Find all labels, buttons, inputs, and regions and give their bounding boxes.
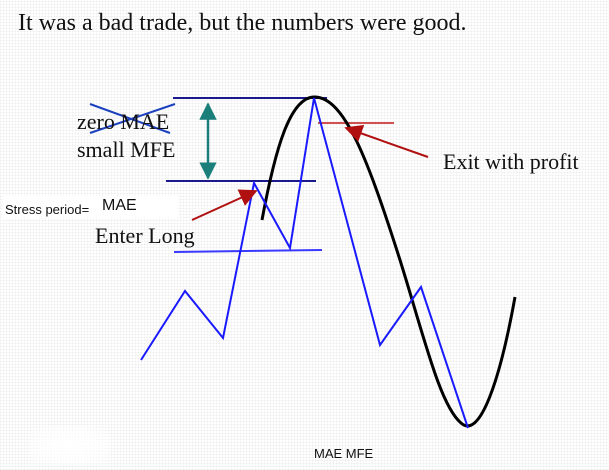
mae-low-level-line: [173, 249, 323, 253]
entry-pointer-arrow: [191, 189, 258, 221]
strike-line-b: [89, 103, 176, 134]
stress-period-label: Stress period=: [5, 202, 90, 217]
exit-with-profit-label: Exit with profit: [443, 149, 579, 174]
stress-period-value: MAE: [102, 197, 137, 214]
sine-curve: [260, 95, 517, 428]
footer-label: MAE MFE: [314, 446, 374, 461]
price-zigzag-line: [140, 97, 469, 429]
zero-mae-label: zero MAE: [77, 109, 170, 134]
stress-period-box: Stress period= MAE: [3, 196, 178, 218]
enter-long-label: Enter Long: [95, 223, 195, 248]
headline: It was a bad trade, but the numbers were…: [18, 10, 467, 36]
faded-patch: [30, 426, 110, 466]
small-mfe-label: small MFE: [77, 137, 176, 162]
exit-pointer-arrow: [344, 124, 429, 158]
